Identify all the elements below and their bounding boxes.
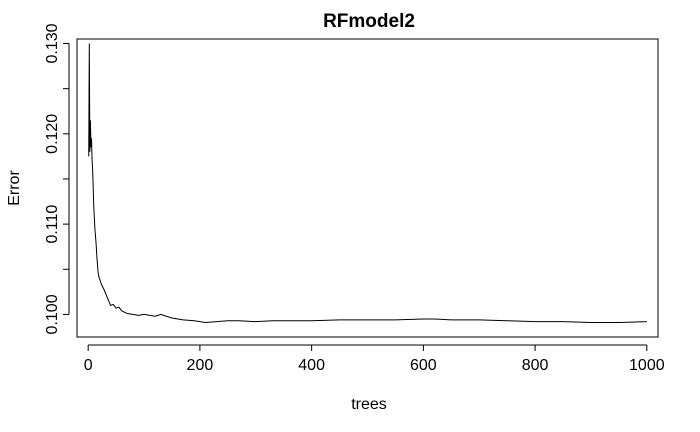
plot-frame: [76, 38, 659, 338]
x-tick-label: 400: [298, 357, 325, 374]
x-tick-label: 1000: [629, 357, 665, 374]
x-tick-label: 600: [410, 357, 437, 374]
y-tick-label: 0.120: [44, 114, 61, 154]
x-tick-label: 200: [187, 357, 214, 374]
y-tick-label: 0.130: [44, 23, 61, 63]
y-axis: 0.100 0.110 0.120 0.130: [44, 23, 70, 334]
y-tick-label: 0.110: [44, 205, 61, 244]
series-line: [88, 43, 647, 324]
y-tick-label: 0.100: [44, 294, 61, 334]
chart-title: RFmodel2: [323, 11, 415, 32]
x-tick-label: 0: [84, 357, 93, 374]
x-axis-label: trees: [351, 396, 387, 413]
y-axis-label: Error: [6, 170, 23, 206]
x-tick-label: 800: [522, 357, 549, 374]
x-axis: 0 200 400 600 800 1000: [84, 344, 665, 374]
